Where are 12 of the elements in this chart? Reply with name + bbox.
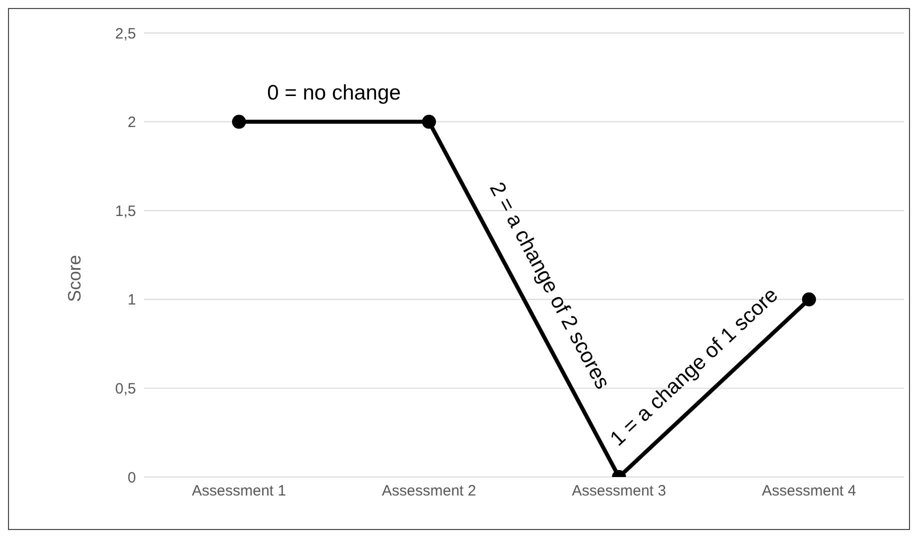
x-tick-label: Assessment 2 (382, 482, 476, 500)
x-tick-label: Assessment 1 (192, 482, 286, 500)
y-tick-label: 0 (128, 469, 136, 486)
y-tick-label: 1 (128, 292, 136, 309)
y-axis-title: Score (64, 255, 84, 302)
y-tick-label: 2 (128, 114, 136, 132)
x-tick-label: Assessment 3 (572, 482, 666, 500)
y-tick-label: 0,5 (115, 380, 136, 398)
annotation: 0 = no change (267, 81, 401, 104)
y-tick-label: 2,5 (115, 25, 136, 42)
y-tick-label: 1,5 (115, 202, 136, 220)
x-tick-label: Assessment 4 (762, 482, 856, 500)
